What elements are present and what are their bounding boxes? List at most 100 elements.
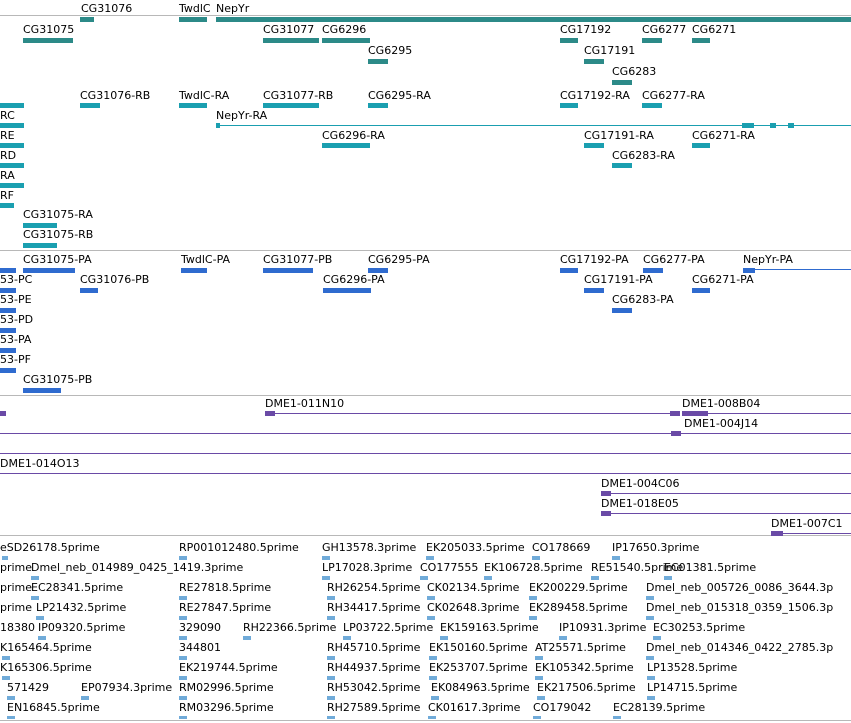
protein-feature[interactable] [743, 269, 851, 270]
est-label[interactable]: EN16845.5prime [7, 701, 100, 714]
transcript-feature[interactable] [263, 103, 319, 108]
gene-feature[interactable] [368, 59, 388, 64]
est-label[interactable]: RM03296.5prime [179, 701, 274, 714]
est-feature[interactable] [81, 696, 89, 700]
transcript-feature[interactable] [642, 103, 662, 108]
protein-label[interactable]: NepYr-PA [743, 253, 793, 266]
protein-feature[interactable] [0, 288, 16, 293]
est-label[interactable]: LP21432.5prime [36, 601, 127, 614]
gene-feature[interactable] [584, 59, 604, 64]
clone-feature[interactable] [601, 511, 611, 516]
gene-label[interactable]: CG6296 [322, 23, 367, 36]
est-label[interactable]: Dmel_neb_015318_0359_1506.3p [646, 601, 834, 614]
est-feature[interactable] [243, 636, 251, 640]
gene-label[interactable]: CG17191 [584, 44, 636, 57]
est-feature[interactable] [2, 556, 8, 560]
est-label[interactable]: CK02648.3prime [427, 601, 520, 614]
transcript-exon[interactable] [788, 123, 794, 128]
transcript-label[interactable]: RA [0, 169, 15, 182]
est-label[interactable]: K165306.5prime [0, 661, 92, 674]
est-feature[interactable] [427, 616, 435, 620]
est-feature[interactable] [31, 576, 39, 580]
est-label[interactable]: EK159163.5prime [440, 621, 539, 634]
transcript-feature[interactable] [216, 125, 851, 126]
est-label[interactable]: EK106728.5prime [484, 561, 583, 574]
est-feature[interactable] [7, 716, 15, 719]
transcript-label[interactable]: RE [0, 129, 15, 142]
est-label[interactable]: EP07934.3prime [81, 681, 173, 694]
transcript-feature[interactable] [23, 223, 57, 228]
est-feature[interactable] [327, 616, 335, 620]
est-feature[interactable] [613, 716, 621, 719]
clone-label[interactable]: DME1-008B04 [682, 397, 761, 410]
protein-label[interactable]: 53-PA [0, 333, 32, 346]
est-label[interactable]: 571429 [7, 681, 49, 694]
transcript-label[interactable]: TwdlC-RA [179, 89, 230, 102]
clone-label[interactable]: DME1-011N10 [265, 397, 345, 410]
gene-feature[interactable] [322, 38, 370, 43]
transcript-label[interactable]: RD [0, 149, 17, 162]
est-feature[interactable] [591, 576, 599, 580]
est-label[interactable]: CK02134.5prime [427, 581, 520, 594]
transcript-label[interactable]: CG31075-RB [23, 228, 94, 241]
gene-feature[interactable] [23, 38, 73, 43]
transcript-label[interactable]: CG31077-RB [263, 89, 334, 102]
est-label[interactable]: EK200229.5prime [529, 581, 628, 594]
transcript-label[interactable]: CG6271-RA [692, 129, 755, 142]
est-label[interactable]: CO177555 [420, 561, 479, 574]
est-feature[interactable] [429, 656, 437, 660]
est-label[interactable]: EC30253.5prime [653, 621, 746, 634]
gene-label[interactable]: CG17192 [560, 23, 612, 36]
transcript-feature[interactable] [0, 163, 24, 168]
clone-feature[interactable] [601, 491, 611, 496]
est-feature[interactable] [535, 676, 543, 680]
transcript-label[interactable]: CG6283-RA [612, 149, 675, 162]
protein-feature[interactable] [80, 288, 98, 293]
est-feature[interactable] [327, 676, 335, 680]
protein-feature[interactable] [23, 268, 75, 273]
protein-label[interactable]: CG6283-PA [612, 293, 674, 306]
protein-feature[interactable] [692, 288, 710, 293]
transcript-label[interactable]: RF [0, 189, 14, 202]
clone-feature[interactable] [771, 531, 783, 536]
est-feature[interactable] [327, 596, 335, 600]
est-label[interactable]: EK205033.5prime [426, 541, 525, 554]
gene-label[interactable]: CG31076 [81, 2, 133, 15]
est-label[interactable]: EK219744.5prime [179, 661, 278, 674]
est-feature[interactable] [179, 656, 187, 660]
est-label[interactable]: RH26254.5prime [327, 581, 421, 594]
est-feature[interactable] [343, 636, 351, 640]
transcript-label[interactable]: CG6277-RA [642, 89, 705, 102]
transcript-feature[interactable] [216, 123, 220, 128]
transcript-feature[interactable] [584, 143, 604, 148]
est-label[interactable]: IP10931.3prime [559, 621, 647, 634]
transcript-feature[interactable] [23, 243, 57, 248]
est-feature[interactable] [179, 596, 187, 600]
est-label[interactable]: RE27818.5prime [179, 581, 272, 594]
protein-feature[interactable] [0, 268, 16, 273]
est-feature[interactable] [537, 696, 545, 700]
est-feature[interactable] [7, 696, 15, 700]
protein-feature[interactable] [0, 368, 16, 373]
est-label[interactable]: CO178669 [532, 541, 591, 554]
clone-feature[interactable] [0, 433, 851, 434]
est-label[interactable]: EK084963.5prime [431, 681, 530, 694]
protein-label[interactable]: 53-PF [0, 353, 31, 366]
est-label[interactable]: RH53042.5prime [327, 681, 421, 694]
transcript-feature[interactable] [80, 103, 100, 108]
transcript-exon[interactable] [742, 123, 754, 128]
est-label[interactable]: RE51540.5prime [591, 561, 684, 574]
est-feature[interactable] [327, 656, 335, 660]
gene-label[interactable]: CG6283 [612, 65, 657, 78]
clone-feature[interactable] [671, 431, 681, 436]
est-label[interactable]: CO179042 [533, 701, 592, 714]
est-label[interactable]: Dmel_neb_014989_0425_1419.3prime [31, 561, 244, 574]
est-feature[interactable] [428, 716, 436, 719]
transcript-feature[interactable] [0, 103, 24, 108]
est-label[interactable]: CK01617.3prime [428, 701, 521, 714]
est-feature[interactable] [322, 556, 330, 560]
gene-feature[interactable] [216, 17, 851, 22]
est-label[interactable]: EK217506.5prime [537, 681, 636, 694]
protein-feature[interactable] [743, 268, 755, 273]
est-label[interactable]: prime [0, 561, 33, 574]
